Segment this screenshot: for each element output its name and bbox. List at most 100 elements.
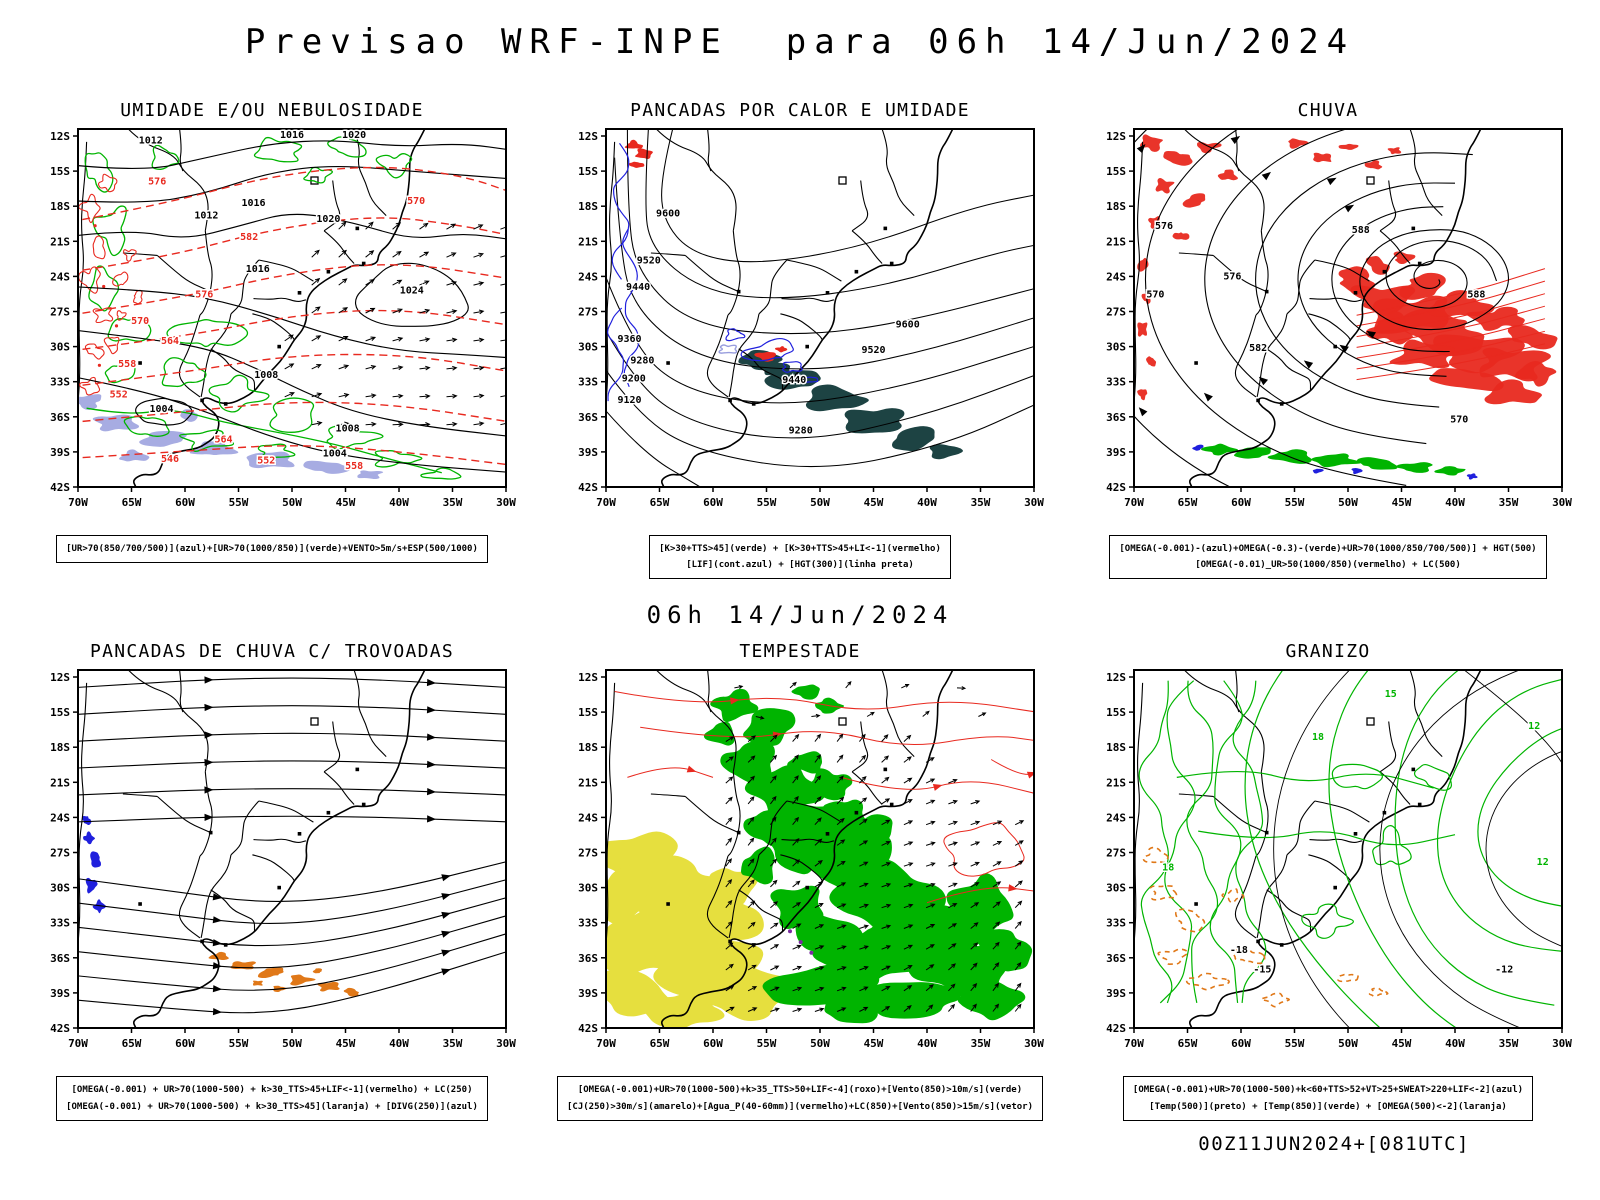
lat-tick-label: 33S (578, 917, 598, 930)
lon-tick-label: 70W (596, 1037, 616, 1050)
panel-row-bottom: PANCADAS DE CHUVA C/ TROVOADAS 12S 15S 18S 2… (0, 641, 1600, 1121)
lon-tick-label: 50W (1338, 1037, 1358, 1050)
contour-label: 576 (1155, 221, 1173, 232)
lat-tick-label: 21S (1106, 235, 1126, 248)
lat-tick-label: 39S (50, 446, 70, 459)
lon-tick-label: 55W (1285, 1037, 1305, 1050)
panel-granizo: GRANIZO 12S 15S 18S 21S 24S 27S 30S 33S 36S 39S 42S… (1071, 641, 1585, 1121)
contour-labels: 1012 1016 1020 1012 1016 1020 1016 1024 1008 1004… (108, 129, 426, 474)
lat-tick-label: 18S (50, 200, 70, 213)
lat-tick-label: 24S (578, 812, 598, 825)
lat-tick-label: 27S (1106, 306, 1126, 319)
lat-tick-label: 18S (1106, 200, 1126, 213)
lon-tick-label: 45W (1392, 496, 1412, 509)
lat-tick-label: 12S (50, 130, 70, 143)
lat-tick-label: 24S (1106, 812, 1126, 825)
contour-label: -12 (1495, 965, 1513, 976)
map-umidade: 12S 15S 18S 21S 24S 27S 30S 33S 36S 39S 42S 70W 65W 6… (50, 128, 516, 509)
lat-tick-label: 27S (50, 847, 70, 860)
panel-title: PANCADAS POR CALOR E UMIDADE (630, 100, 970, 121)
lon-tick-label: 30W (1552, 496, 1572, 509)
lon-tick-label: 50W (1338, 496, 1358, 509)
lat-tick-label: 30S (1106, 341, 1126, 354)
lat-tick-label: 36S (50, 411, 70, 424)
contour-label: 576 (195, 289, 213, 300)
contour-label: 546 (161, 454, 179, 465)
contour-label: 9280 (630, 356, 654, 367)
lon-tick-label: 60W (175, 496, 195, 509)
lon-tick-label: 35W (1499, 1037, 1519, 1050)
lat-tick-label: 21S (1106, 777, 1126, 790)
axes: 12S 15S 18S 21S 24S 27S 30S 33S 36S 39S 42S 70W 65W 6… (578, 128, 1044, 509)
map-tempestade: 12S 15S 18S 21S 24S 27S 30S 33S 36S 39S 42S 70W 65W 6… (578, 669, 1044, 1050)
lat-tick-label: 36S (1106, 952, 1126, 965)
contour-label: 1012 (194, 211, 218, 222)
lat-tick-label: 30S (50, 882, 70, 895)
lon-tick-label: 55W (757, 496, 777, 509)
lon-tick-label: 35W (1499, 496, 1519, 509)
lon-tick-label: 40W (1445, 1037, 1465, 1050)
lon-tick-label: 70W (596, 496, 616, 509)
panel-chuva: CHUVA 12S 15S 18S 21S 24S 27S 30S 33S 36S 39S 42S 70… (1071, 100, 1585, 580)
lon-tick-label: 50W (282, 496, 302, 509)
contour-label: 12 (1537, 857, 1549, 868)
lat-tick-label: 12S (578, 671, 598, 684)
caption-line: [OMEGA(-0.001)-(azul)+OMEGA(-0.3)-(verde… (1119, 544, 1537, 554)
lon-tick-label: 40W (1445, 496, 1465, 509)
lat-tick-label: 15S (578, 165, 598, 178)
lon-tick-label: 65W (122, 1037, 142, 1050)
lon-tick-label: 30W (1552, 1037, 1572, 1050)
contour-label: 9520 (637, 255, 661, 266)
basemap (1134, 670, 1482, 1029)
contour-label: 9200 (622, 373, 646, 384)
contour-label: 576 (1223, 271, 1241, 282)
contour-label: 582 (1249, 343, 1267, 354)
map-overlay (614, 681, 1034, 1013)
lon-tick-label: 30W (1024, 496, 1044, 509)
contour-label: 1020 (342, 130, 366, 141)
contour-label: 1008 (254, 370, 278, 381)
map-granizo: 12S 15S 18S 21S 24S 27S 30S 33S 36S 39S 42S 70W 65W 6… (1106, 669, 1572, 1050)
lat-tick-label: 12S (578, 130, 598, 143)
lon-tick-label: 60W (1231, 1037, 1251, 1050)
lat-tick-label: 12S (1106, 671, 1126, 684)
contour-label: 1012 (139, 135, 163, 146)
contour-label: 9520 (861, 345, 885, 356)
lat-tick-label: 27S (50, 306, 70, 319)
map-chuva: 12S 15S 18S 21S 24S 27S 30S 33S 36S 39S 42S 70W 65W 6… (1106, 128, 1572, 509)
panel-title: GRANIZO (1285, 641, 1371, 663)
panel-caption-box: [K>30+TTS>45](verde) + [K>30+TTS>45+LI<-… (649, 535, 951, 580)
lat-tick-label: 33S (50, 376, 70, 389)
caption-line: [K>30+TTS>45](verde) + [K>30+TTS>45+LI<-… (659, 544, 941, 554)
lon-tick-label: 70W (1124, 1037, 1144, 1050)
lat-tick-label: 30S (1106, 882, 1126, 895)
lon-tick-label: 45W (1392, 1037, 1412, 1050)
contour-label: 12 (1528, 721, 1540, 732)
basemap (78, 129, 426, 487)
contour-label: 588 (1467, 289, 1485, 300)
contour-label: 570 (131, 316, 149, 327)
contour-label: 552 (110, 390, 128, 401)
panel-tempestade: TEMPESTADE 12S 15S 18S 21S 24S 27S 30S 33S 36S 39S… (543, 641, 1057, 1121)
contour-label: 1004 (323, 449, 347, 460)
lat-tick-label: 12S (50, 671, 70, 684)
caption-line: [LIF](cont.azul) + [HGT(300)](linha pret… (686, 560, 914, 571)
contour-label: -18 (1230, 945, 1248, 956)
contour-labels: 588 588 582 576 570 570 576 (1145, 220, 1487, 427)
panel-umidade: UMIDADE E/OU NEBULOSIDADE 12S 15S 18S 21S 24S… (15, 100, 529, 579)
lon-tick-label: 40W (389, 1037, 409, 1050)
panel-caption-box: [OMEGA(-0.001)-(azul)+OMEGA(-0.3)-(verde… (1109, 535, 1547, 580)
lat-tick-label: 30S (578, 882, 598, 895)
contour-label: 1016 (241, 198, 265, 209)
panel-caption-box: [OMEGA(-0.001) + UR>70(1000-500) + k>30_… (56, 1076, 488, 1121)
caption-line: [OMEGA(-0.01)_UR>50(1000/850)(vermelho) … (1195, 560, 1461, 571)
lat-tick-label: 42S (50, 1022, 70, 1035)
contour-label: 1004 (149, 404, 173, 415)
panel-caption-box: [UR>70(850/700/500)](azul)+[UR>70(1000/8… (56, 535, 488, 564)
contour-label: 576 (148, 177, 166, 188)
lon-tick-label: 35W (971, 1037, 991, 1050)
lon-tick-label: 55W (229, 1037, 249, 1050)
lon-tick-label: 30W (496, 496, 516, 509)
contour-label: 18 (1162, 863, 1174, 874)
contour-label: 1024 (400, 286, 424, 297)
